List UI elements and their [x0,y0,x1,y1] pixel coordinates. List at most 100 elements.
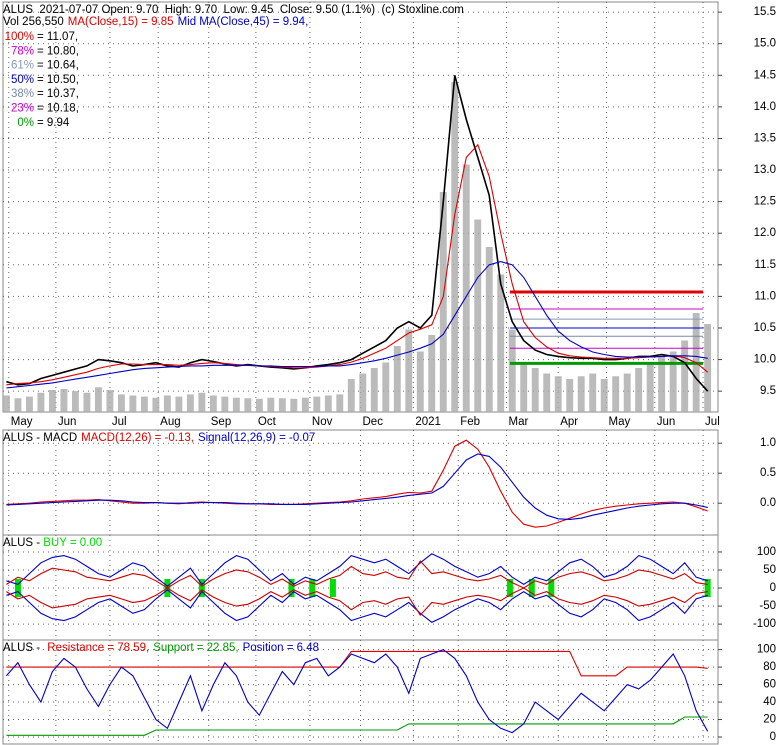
volume-bar [94,387,102,412]
volume-label: Vol 256,550 [3,16,64,28]
volume-bar [221,396,229,412]
y-tick-label: 100 [757,546,776,558]
panel-title: ALUS - [3,537,43,549]
volume-bar [658,357,666,412]
y-tick-label: 60 [763,679,776,691]
y-tick-label: 20 [763,714,776,726]
x-tick-label: Feb [460,416,480,428]
volume-bar [577,376,585,412]
fib-value: = 10.18, [37,103,79,115]
y-tick-label: 11.5 [754,259,776,271]
x-tick-label: Sep [211,416,231,428]
fib-name: 61% [11,60,34,72]
volume-bar [370,368,378,412]
fib-value: = 11.07, [37,31,78,43]
x-tick-label: 2021 [415,416,441,428]
buy-signal [198,579,205,598]
legend-entry: Resistance = 78.59, [47,642,149,654]
volume-bar [462,164,470,412]
series-line [6,650,708,677]
panel-title: ALUS - MACD [3,432,77,444]
y-tick-label: 14.5 [754,69,776,81]
panel-header: ALUS - MACD MACD(12,26) = -0.13, Signal(12… [3,432,315,444]
y-tick-label: 0 [770,582,776,594]
series-line [6,453,708,520]
volume-bar [313,396,321,412]
y-tick-label: 14.0 [754,101,776,113]
legend-entry: Position = 6.48 [243,642,319,654]
volume-bar [301,397,309,412]
fib-name: 23% [11,103,34,115]
volume-bar [393,346,401,412]
fib-name: 50% [11,74,34,86]
legend-entry: MACD(12,26) = -0.13, [81,432,194,444]
y-tick-label: -50 [759,600,776,612]
legend-entry: MA(Close,15) = 9.85 [68,16,174,28]
volume-bar [37,392,45,412]
series-line [6,589,708,623]
fib-value: = 10.80, [37,45,79,57]
volume-bar [451,82,459,412]
series-line [6,560,708,589]
volume-bar [623,373,631,412]
volume-bar [14,398,22,412]
series-line [6,143,709,386]
volume-bar [48,390,56,412]
volume-bar [71,391,79,412]
x-tick-label: Apr [560,416,578,428]
volume-bar [163,395,171,412]
series-line [6,587,708,617]
y-tick-label: 12.0 [754,227,776,239]
volume-bar [405,329,413,412]
fib-name: 78% [11,45,34,57]
panel-header: ALUS - Resistance = 78.59, Support = 22.8… [3,642,319,654]
y-tick-label: 13.0 [754,164,776,176]
y-tick-label: 10.0 [754,354,776,366]
volume-bar [290,398,298,412]
x-tick-label: Dec [363,416,384,428]
volume-bar [669,351,677,412]
y-tick-label: 80 [763,661,776,673]
volume-bar [60,388,68,412]
y-tick-label: 11.0 [754,290,776,302]
y-tick-label: 10.5 [754,322,776,334]
y-tick-label: 100 [757,644,776,656]
buy-signal [548,579,555,598]
volume-bar [566,379,574,412]
series-line [6,439,708,528]
legend-entry: Mid MA(Close,45) = 9.94, [178,16,309,28]
volume-bar [635,368,643,412]
y-tick-label: 0 [770,731,776,743]
legend-entry: Signal(12,26,9) = -0.07 [198,432,315,444]
y-tick-label: 1.0 [760,437,776,449]
x-tick-label: May [608,416,630,428]
x-tick-label: Jun [657,416,676,428]
volume-bar [140,396,148,412]
buy-signal [506,579,513,598]
volume-bar [612,376,620,412]
fib-name: 100% [5,31,34,43]
volume-bar [520,362,528,412]
volume-bar [324,395,332,412]
buy-signal [309,579,316,598]
volume-bar [347,379,355,412]
volume-bar [554,376,562,412]
x-tick-label: Jul [112,416,127,428]
volume-bar [106,390,114,412]
volume-bar [267,397,275,412]
panel-header: ALUS 2021-07-07 Open: 9.70 High: 9.70 Lo… [3,4,464,16]
series-line [6,716,708,736]
y-tick-label: 50 [763,564,776,576]
volume-bar [439,192,447,412]
volume-bar [416,351,424,412]
volume-bar [117,394,125,412]
buy-signal [288,579,295,598]
x-tick-label: Jun [58,416,77,428]
y-tick-label: 0.5 [760,467,776,479]
volume-bar [152,397,160,412]
x-tick-label: Aug [160,416,180,428]
series-line [6,261,708,389]
fib-name: 38% [11,88,34,100]
volume-bar [359,373,367,412]
